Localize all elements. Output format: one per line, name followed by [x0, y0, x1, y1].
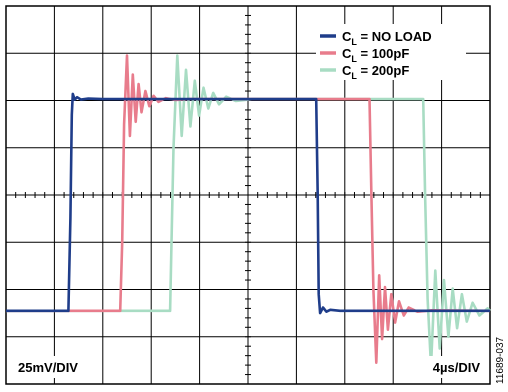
legend: CL = NO LOAD CL = 100pF CL = 200pF — [316, 24, 466, 81]
x-scale-label-background — [400, 356, 484, 378]
center-axis-ticks — [5, 5, 491, 385]
legend-entry-100pf: CL = 100pF — [342, 46, 409, 64]
y-scale-label: 25mV/DIV — [18, 360, 78, 375]
legend-entry-200pf: CL = 200pF — [342, 63, 409, 81]
traces — [6, 54, 491, 368]
trace-no-load — [6, 92, 490, 315]
x-scale-label: 4µs/DIV — [433, 360, 481, 375]
legend-entry-no-load: CL = NO LOAD — [342, 29, 432, 47]
figure-id: 11689-037 — [495, 336, 506, 384]
legend-background — [316, 24, 466, 80]
y-scale-label-background — [14, 356, 98, 378]
